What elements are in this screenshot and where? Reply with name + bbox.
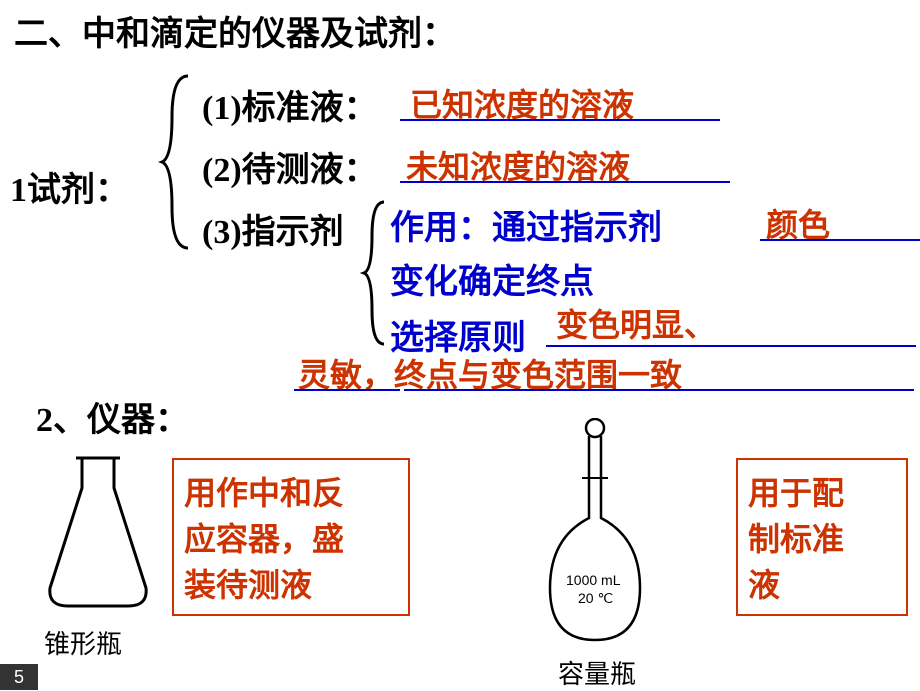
- item2-label: (2)待测液：: [202, 142, 378, 191]
- underline-1: [400, 118, 720, 121]
- flask-desc-l3: 装待测液: [184, 560, 312, 606]
- volflask-desc-l1: 用于配: [748, 468, 844, 514]
- brace-indicator: [360, 198, 390, 348]
- underline-4b: [294, 388, 400, 391]
- section2-label: 2、仪器：: [36, 392, 189, 441]
- item3-rule-answer1: 变色明显、: [556, 300, 716, 346]
- underline-4c: [404, 388, 914, 391]
- volflask-mark1: 1000 mL: [566, 572, 620, 588]
- item3-role-prefix: 作用：通过指示剂: [390, 200, 662, 249]
- underline-2: [400, 180, 730, 183]
- erlenmeyer-flask-icon: [38, 448, 158, 618]
- item1-label: (1)标准液：: [202, 80, 378, 129]
- volflask-desc-l2: 制标准: [748, 514, 844, 560]
- volflask-mark2: 20 ℃: [578, 590, 613, 607]
- item3-role-line2: 变化确定终点: [390, 254, 594, 303]
- brace-left: [158, 72, 198, 252]
- underline-3a: [760, 238, 920, 241]
- page-number: 5: [0, 664, 38, 690]
- flask-desc-l2: 应容器，盛: [184, 514, 344, 560]
- section1-label: 1试剂：: [10, 162, 129, 211]
- volflask-caption: 容量瓶: [558, 654, 636, 691]
- volumetric-flask-icon: [530, 418, 660, 656]
- underline-4a: [546, 344, 916, 347]
- item3-label: (3)指示剂: [202, 204, 344, 253]
- volflask-desc-l3: 液: [748, 560, 780, 606]
- flask-desc-l1: 用作中和反: [184, 468, 344, 514]
- section-heading: 二、中和滴定的仪器及试剂：: [14, 6, 456, 55]
- erlenmeyer-caption: 锥形瓶: [44, 624, 122, 661]
